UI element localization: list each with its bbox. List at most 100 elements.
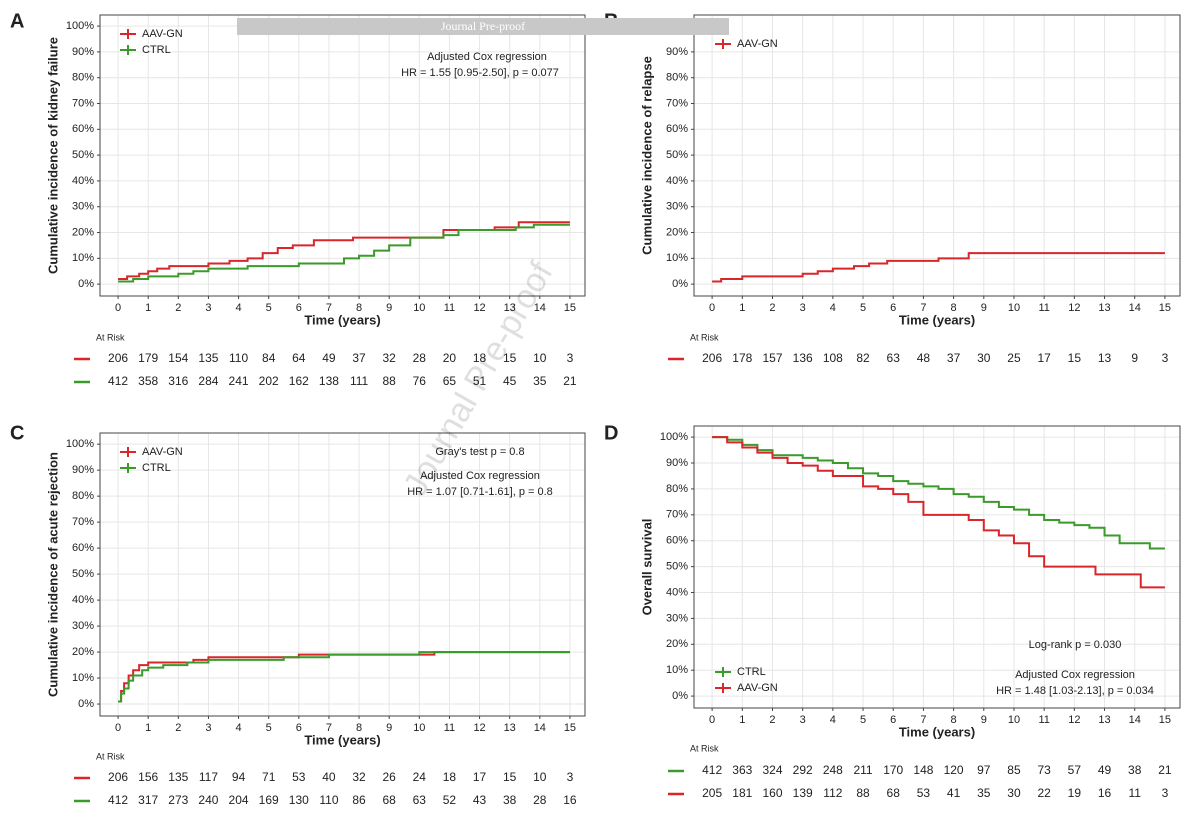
risk-count: 24 (413, 770, 427, 784)
risk-count: 13 (1098, 351, 1112, 365)
x-tick-label: 6 (890, 714, 896, 726)
x-tick-label: 2 (175, 302, 181, 314)
y-tick-label: 20% (666, 638, 688, 650)
x-tick-label: 1 (739, 714, 745, 726)
risk-count: 37 (352, 351, 366, 365)
y-tick-label: 70% (72, 97, 94, 109)
risk-count: 160 (762, 786, 782, 800)
risk-count: 48 (917, 351, 931, 365)
risk-count: 84 (262, 351, 276, 365)
x-tick-label: 1 (145, 722, 151, 734)
risk-table-title: At Risk (690, 332, 719, 342)
risk-count: 412 (108, 374, 128, 388)
y-tick-label: 90% (72, 464, 94, 476)
x-tick-label: 10 (413, 722, 425, 734)
x-tick-label: 9 (981, 714, 987, 726)
x-tick-label: 8 (356, 722, 362, 734)
risk-count: 3 (567, 770, 574, 784)
y-tick-label: 50% (666, 561, 688, 573)
risk-count: 65 (443, 374, 457, 388)
risk-count: 26 (383, 770, 397, 784)
x-tick-label: 13 (1098, 714, 1110, 726)
risk-count: 68 (887, 786, 901, 800)
step-line (712, 436, 1165, 550)
x-tick-label: 13 (504, 302, 516, 314)
x-axis-label: Time (years) (899, 312, 975, 327)
risk-count: 162 (289, 374, 309, 388)
x-tick-label: 15 (1159, 302, 1171, 314)
x-tick-label: 8 (356, 302, 362, 314)
legend-label: CTRL (737, 666, 766, 678)
x-tick-label: 3 (800, 302, 806, 314)
x-tick-label: 7 (920, 302, 926, 314)
x-tick-label: 0 (709, 714, 715, 726)
risk-count: 206 (702, 351, 722, 365)
step-line (118, 221, 570, 280)
risk-count: 51 (473, 374, 487, 388)
panel-label: C (10, 422, 24, 444)
risk-count: 21 (563, 374, 577, 388)
y-tick-label: 40% (666, 586, 688, 598)
risk-count: 10 (533, 770, 547, 784)
risk-count: 32 (352, 770, 366, 784)
risk-count: 148 (913, 763, 933, 777)
risk-count: 43 (473, 793, 487, 807)
y-tick-label: 100% (66, 20, 94, 32)
risk-count: 38 (1128, 763, 1142, 777)
risk-count: 412 (108, 793, 128, 807)
risk-count: 204 (229, 793, 249, 807)
risk-count: 73 (1037, 763, 1051, 777)
risk-count: 18 (443, 770, 457, 784)
risk-count: 412 (702, 763, 722, 777)
risk-count: 16 (563, 793, 577, 807)
risk-count: 241 (229, 374, 249, 388)
risk-count: 15 (503, 351, 517, 365)
y-tick-label: 70% (666, 97, 688, 109)
x-tick-label: 13 (1098, 302, 1110, 314)
risk-count: 63 (887, 351, 901, 365)
y-axis-label: Cumulative incidence of relapse (639, 56, 654, 255)
risk-count: 15 (503, 770, 517, 784)
y-tick-label: 100% (66, 438, 94, 450)
risk-count: 57 (1068, 763, 1082, 777)
y-tick-label: 100% (660, 431, 688, 443)
y-tick-label: 30% (666, 201, 688, 213)
risk-count: 97 (977, 763, 991, 777)
x-tick-label: 4 (236, 722, 242, 734)
risk-count: 202 (259, 374, 279, 388)
risk-table-title: At Risk (690, 743, 719, 753)
risk-count: 20 (443, 351, 457, 365)
x-tick-label: 2 (769, 714, 775, 726)
y-tick-label: 20% (72, 226, 94, 238)
y-axis-label: Cumulative incidence of kidney failure (45, 37, 60, 274)
y-tick-label: 70% (666, 509, 688, 521)
legend-label: AAV-GN (142, 446, 183, 458)
x-tick-label: 2 (175, 722, 181, 734)
risk-count: 205 (702, 786, 722, 800)
x-tick-label: 4 (830, 714, 836, 726)
panel-label: A (10, 10, 24, 32)
x-tick-label: 2 (769, 302, 775, 314)
x-tick-label: 11 (444, 722, 455, 734)
risk-count: 110 (229, 351, 248, 365)
risk-count: 35 (977, 786, 991, 800)
x-tick-label: 12 (473, 722, 485, 734)
risk-count: 3 (1162, 786, 1169, 800)
step-line (712, 252, 1165, 283)
risk-count: 112 (823, 786, 842, 800)
x-tick-label: 13 (504, 722, 516, 734)
y-tick-label: 70% (72, 516, 94, 528)
risk-count: 135 (168, 770, 188, 784)
risk-count: 11 (1128, 786, 1141, 800)
step-line (118, 223, 570, 283)
risk-count: 28 (413, 351, 427, 365)
risk-count: 316 (168, 374, 188, 388)
x-tick-label: 5 (266, 302, 272, 314)
risk-count: 317 (138, 793, 158, 807)
risk-count: 28 (533, 793, 547, 807)
risk-count: 88 (383, 374, 397, 388)
y-tick-label: 10% (666, 252, 688, 264)
x-tick-label: 8 (951, 302, 957, 314)
